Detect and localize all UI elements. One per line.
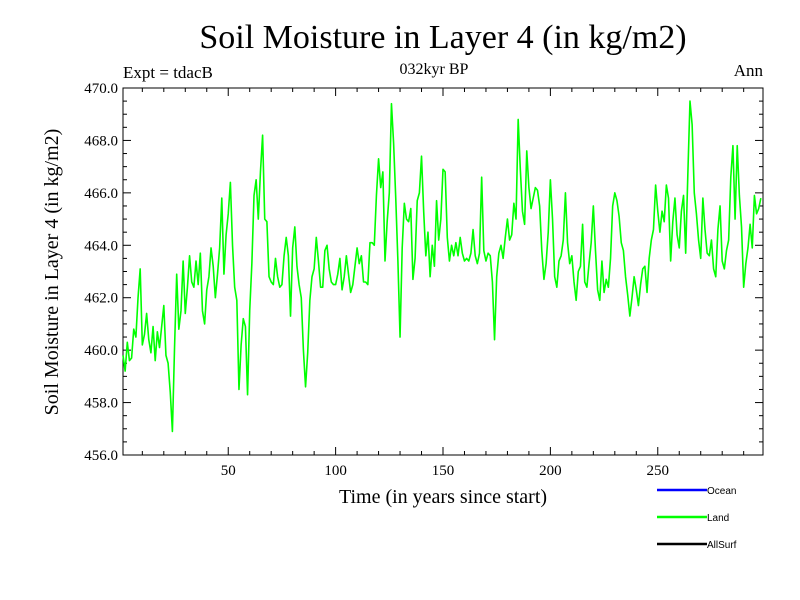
x-axis-tick-labels: 50 100 150 200 250 <box>221 463 669 479</box>
plot-area <box>122 87 764 456</box>
legend-label-ocean: Ocean <box>707 486 736 497</box>
y-tick-label: 470.0 <box>84 81 118 97</box>
plot-frame <box>122 87 764 456</box>
legend: Ocean Land AllSurf <box>657 486 737 551</box>
y-tick-label: 458.0 <box>84 396 118 412</box>
y-tick-label: 464.0 <box>84 238 118 254</box>
chart-subtitle: 032kyr BP <box>400 61 469 78</box>
y-tick-label: 460.0 <box>84 343 118 359</box>
axis-ticks <box>123 87 763 456</box>
legend-label-allsurf: AllSurf <box>707 540 737 551</box>
x-tick-label: 50 <box>221 463 236 479</box>
chart-title: Soil Moisture in Layer 4 (in kg/m2) <box>199 19 686 56</box>
series-line-land <box>122 100 762 433</box>
series-layer <box>122 100 762 433</box>
y-axis-tick-labels: 456.0 458.0 460.0 462.0 464.0 466.0 468.0 470.0 <box>84 81 118 464</box>
y-axis-label: Soil Moisture in Layer 4 (in kg/m2) <box>41 129 63 416</box>
y-tick-label: 466.0 <box>84 186 118 202</box>
season-label: Ann <box>734 61 764 80</box>
y-tick-label: 462.0 <box>84 291 118 307</box>
x-tick-label: 200 <box>539 463 562 479</box>
y-tick-label: 468.0 <box>84 133 118 149</box>
experiment-label: Expt = tdacB <box>123 63 213 82</box>
x-axis-label: Time (in years since start) <box>339 486 547 508</box>
x-tick-label: 150 <box>432 463 455 479</box>
x-tick-label: 100 <box>324 463 347 479</box>
x-tick-label: 250 <box>647 463 670 479</box>
y-tick-label: 456.0 <box>84 448 118 464</box>
legend-label-land: Land <box>707 513 729 524</box>
